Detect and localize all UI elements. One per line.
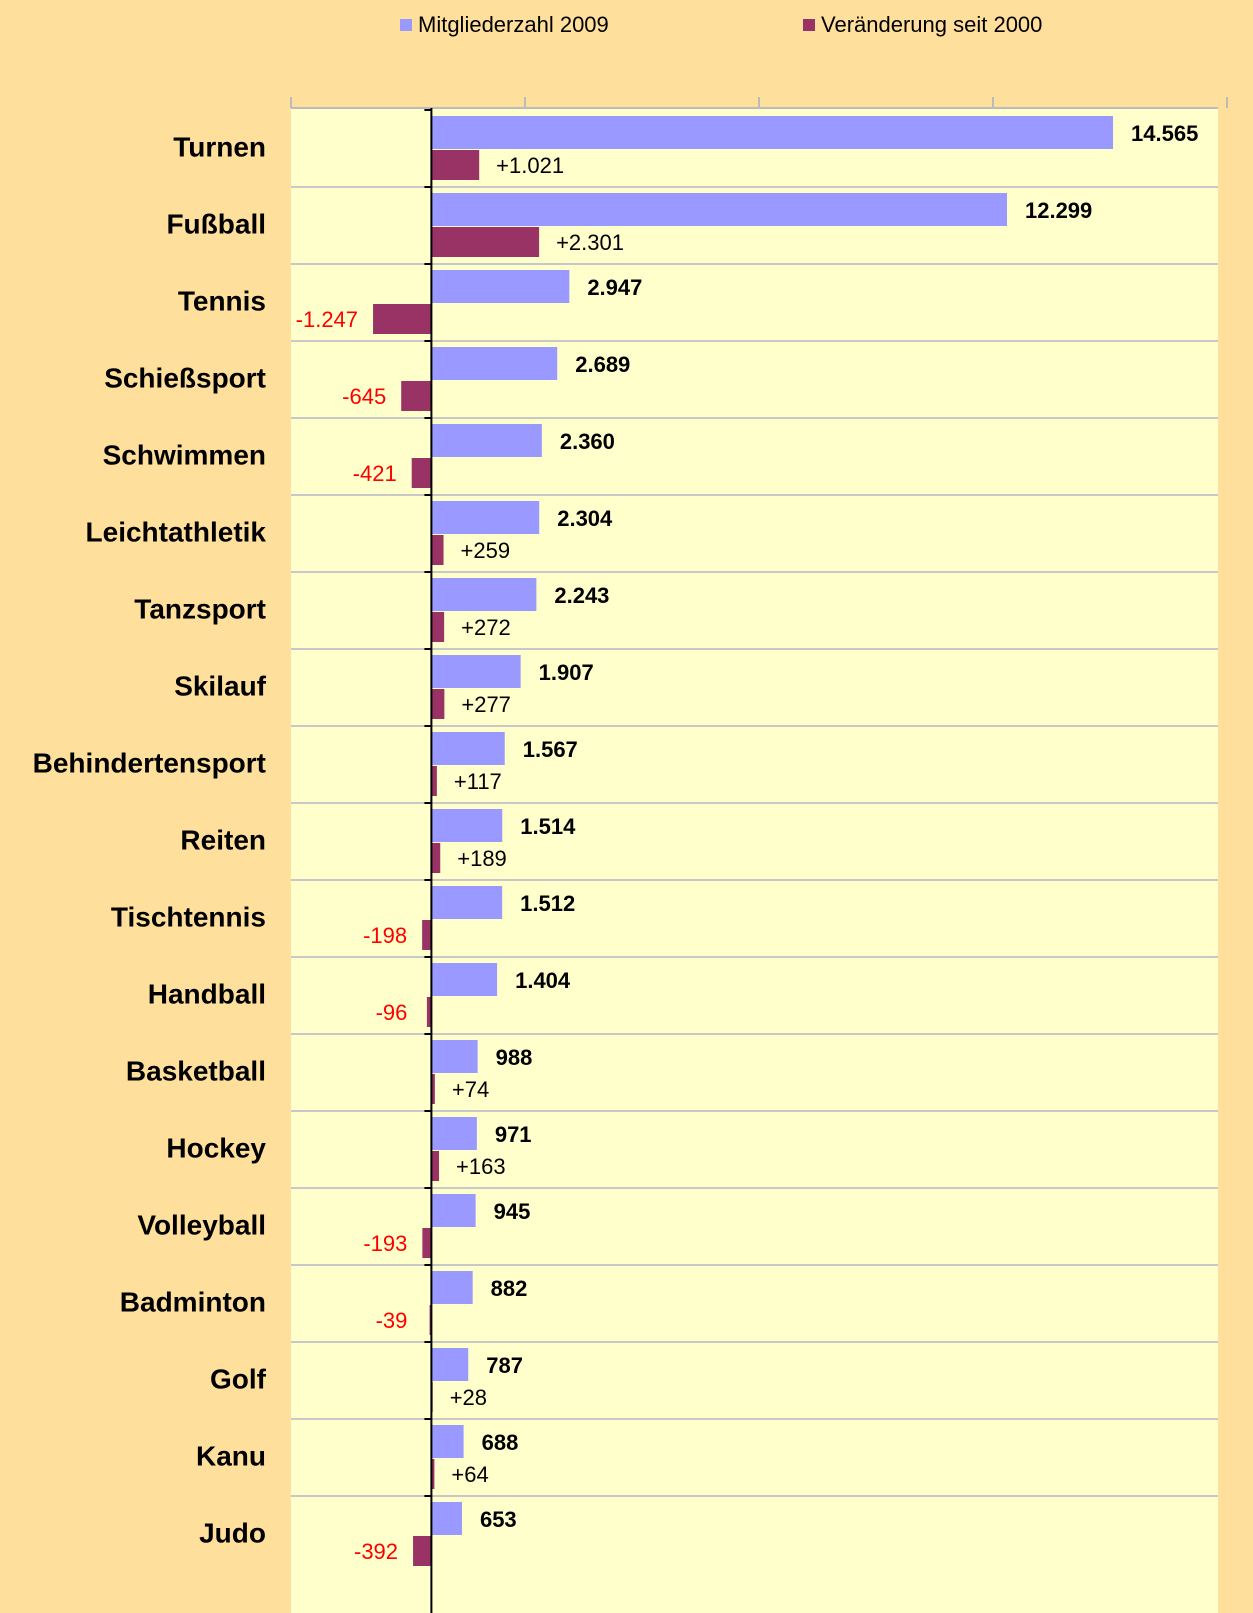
value-label: +1.021: [496, 153, 564, 178]
category-label: Tennis: [178, 285, 266, 316]
legend-label: Mitgliederzahl 2009: [418, 12, 609, 37]
bar: [431, 766, 437, 796]
value-label: -96: [376, 1000, 408, 1025]
value-label: -421: [353, 461, 397, 486]
value-label: 971: [495, 1122, 532, 1147]
bar: [373, 304, 432, 334]
bar: [431, 1348, 469, 1381]
bar: [431, 193, 1007, 226]
bar: [431, 612, 445, 642]
category-label: Tischtennis: [111, 901, 266, 932]
category-label: Reiten: [180, 824, 266, 855]
value-label: -198: [363, 923, 407, 948]
value-label: +272: [461, 615, 511, 640]
value-label: -193: [363, 1231, 407, 1256]
category-label: Badminton: [120, 1286, 266, 1317]
bar: [431, 347, 558, 380]
bar: [422, 920, 432, 950]
bar: [431, 689, 445, 719]
bar: [422, 1228, 432, 1258]
bar: [431, 501, 540, 534]
legend-swatch: [400, 19, 412, 31]
bar: [431, 1502, 462, 1535]
category-label: Handball: [148, 978, 266, 1009]
value-label: 2.360: [560, 429, 615, 454]
bar: [431, 1194, 476, 1227]
category-label: Skilauf: [174, 670, 266, 701]
bar: [431, 578, 537, 611]
value-label: +117: [454, 769, 502, 794]
bar: [431, 1151, 440, 1181]
value-label: 653: [480, 1507, 517, 1532]
category-label: Golf: [210, 1363, 267, 1394]
bar: [431, 1074, 435, 1104]
value-label: +64: [451, 1462, 488, 1487]
value-label: 2.947: [587, 275, 642, 300]
category-label: Schwimmen: [103, 439, 266, 470]
category-label: Fußball: [166, 208, 266, 239]
value-label: 14.565: [1131, 121, 1198, 146]
value-label: +2.301: [556, 230, 624, 255]
value-label: 2.243: [554, 583, 609, 608]
value-label: 1.514: [520, 814, 576, 839]
bar: [431, 150, 480, 180]
value-label: +189: [457, 846, 507, 871]
bar: [431, 1271, 473, 1304]
value-label: -1.247: [296, 307, 358, 332]
category-label: Basketball: [126, 1055, 266, 1086]
category-label: Kanu: [196, 1440, 266, 1471]
bar: [431, 424, 542, 457]
bar: [431, 535, 444, 565]
value-label: +28: [450, 1385, 487, 1410]
bar: [431, 1040, 478, 1073]
bar: [431, 843, 441, 873]
value-label: 1.404: [515, 968, 571, 993]
bar: [431, 270, 570, 303]
value-label: -645: [342, 384, 386, 409]
value-label: 688: [482, 1430, 519, 1455]
bar: [426, 997, 432, 1027]
bar: [431, 227, 540, 257]
bar: [431, 1459, 435, 1489]
bar: [431, 732, 505, 765]
category-label: Volleyball: [137, 1209, 266, 1240]
value-label: 787: [486, 1353, 523, 1378]
value-label: 882: [491, 1276, 528, 1301]
value-label: +277: [461, 692, 511, 717]
bar: [431, 809, 503, 842]
value-label: 1.567: [523, 737, 578, 762]
value-label: 2.304: [557, 506, 613, 531]
value-label: 945: [494, 1199, 531, 1224]
legend-label: Veränderung seit 2000: [821, 12, 1042, 37]
category-label: Turnen: [173, 131, 266, 162]
value-label: -392: [354, 1539, 398, 1564]
value-label: +163: [456, 1154, 506, 1179]
bar: [431, 655, 521, 688]
category-label: Hockey: [166, 1132, 266, 1163]
category-label: Judo: [199, 1517, 266, 1548]
value-label: 988: [496, 1045, 533, 1070]
bar: [413, 1536, 432, 1566]
category-label: Schießsport: [104, 362, 266, 393]
category-label: Leichtathletik: [86, 516, 267, 547]
bar: [431, 116, 1114, 149]
value-label: 1.907: [539, 660, 594, 685]
value-label: +259: [461, 538, 511, 563]
category-label: Tanzsport: [134, 593, 266, 624]
bar: [431, 1425, 464, 1458]
bar: [431, 1117, 477, 1150]
legend-swatch: [803, 19, 815, 31]
bar: [401, 381, 432, 411]
bar: [431, 963, 498, 996]
bar: [431, 886, 503, 919]
value-label: -39: [376, 1308, 408, 1333]
category-label: Behindertensport: [33, 747, 266, 778]
value-label: 12.299: [1025, 198, 1092, 223]
value-label: +74: [452, 1077, 489, 1102]
value-label: 1.512: [520, 891, 575, 916]
bar: [411, 458, 432, 488]
value-label: 2.689: [575, 352, 630, 377]
